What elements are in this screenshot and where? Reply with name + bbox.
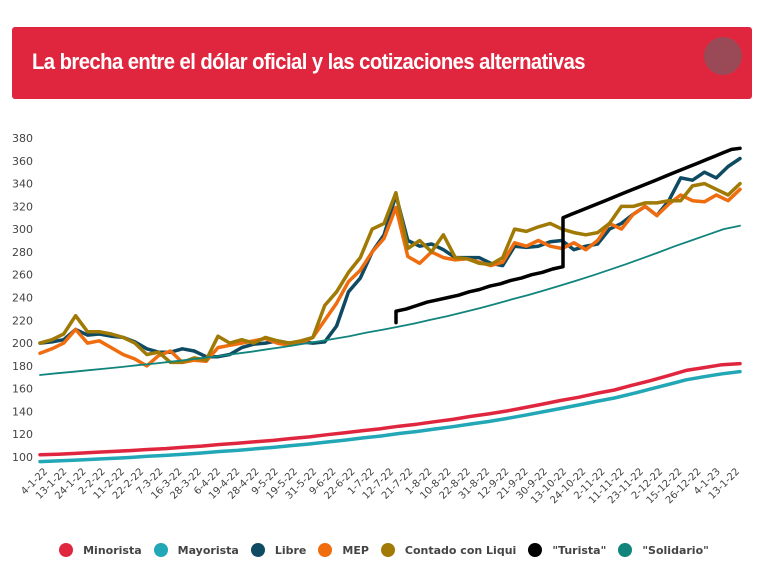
legend-label: Contado con Liqui bbox=[404, 543, 517, 557]
series-line-contado-con-liqui[interactable] bbox=[38, 181, 742, 365]
series-line-solidario[interactable] bbox=[39, 224, 741, 376]
chart-header: La brecha entre el dólar oficial y las c… bbox=[12, 27, 752, 99]
legend-label: "Solidario" bbox=[642, 543, 709, 557]
y-tick-label: 160 bbox=[12, 383, 33, 396]
legend-dot-icon bbox=[380, 543, 395, 557]
legend-dot-icon bbox=[528, 543, 543, 557]
legend-label: Minorista bbox=[83, 543, 142, 557]
legend-dot-icon bbox=[318, 543, 333, 557]
legend-label: Libre bbox=[274, 543, 307, 557]
legend-item-mep[interactable]: MEP bbox=[318, 543, 369, 557]
legend-dot-icon bbox=[250, 543, 265, 557]
y-tick-label: 140 bbox=[12, 405, 33, 418]
chart-title: La brecha entre el dólar oficial y las c… bbox=[32, 49, 586, 74]
y-tick-label: 280 bbox=[12, 246, 33, 259]
y-tick-label: 320 bbox=[12, 200, 33, 213]
legend-label: Mayorista bbox=[177, 543, 239, 557]
y-tick-label: 300 bbox=[12, 223, 33, 236]
series-line-minorista[interactable] bbox=[38, 361, 742, 457]
legend-item-minorista[interactable]: Minorista bbox=[59, 543, 142, 557]
y-tick-label: 120 bbox=[12, 428, 33, 441]
legend-dot-icon bbox=[153, 543, 168, 557]
series-line-mep[interactable] bbox=[38, 187, 742, 368]
y-tick-label: 200 bbox=[12, 337, 33, 350]
chart-plot: 100 120 140 160 180 200 220 240 260 280 300 320 340 3… bbox=[12, 132, 742, 506]
legend-item-contado-con-liqui[interactable]: Contado con Liqui bbox=[380, 543, 517, 557]
legend-label: "Turista" bbox=[552, 543, 607, 557]
series-line-turista[interactable] bbox=[394, 146, 742, 325]
chart-legend: Minorista Mayorista Libre MEP Contado co… bbox=[0, 540, 768, 560]
legend-item-mayorista[interactable]: Mayorista bbox=[153, 543, 239, 557]
legend-dot-icon bbox=[618, 543, 633, 557]
y-tick-label: 180 bbox=[12, 360, 33, 373]
legend-dot-icon bbox=[59, 543, 74, 557]
y-tick-label: 380 bbox=[12, 132, 33, 145]
legend-item-solidario[interactable]: "Solidario" bbox=[618, 543, 709, 557]
line-chart: 100 120 140 160 180 200 220 240 260 280 300 320 340 3… bbox=[0, 120, 768, 540]
legend-item-libre[interactable]: Libre bbox=[250, 543, 307, 557]
y-tick-label: 220 bbox=[12, 314, 33, 327]
y-tick-label: 260 bbox=[12, 269, 33, 282]
legend-item-turista[interactable]: "Turista" bbox=[528, 543, 606, 557]
header-circle-icon[interactable] bbox=[704, 37, 742, 75]
y-tick-label: 360 bbox=[12, 155, 33, 168]
legend-label: MEP bbox=[342, 543, 369, 557]
y-tick-label: 240 bbox=[12, 292, 33, 305]
series-line-mayorista[interactable] bbox=[38, 369, 742, 464]
y-tick-label: 340 bbox=[12, 178, 33, 191]
y-tick-label: 100 bbox=[12, 451, 33, 464]
